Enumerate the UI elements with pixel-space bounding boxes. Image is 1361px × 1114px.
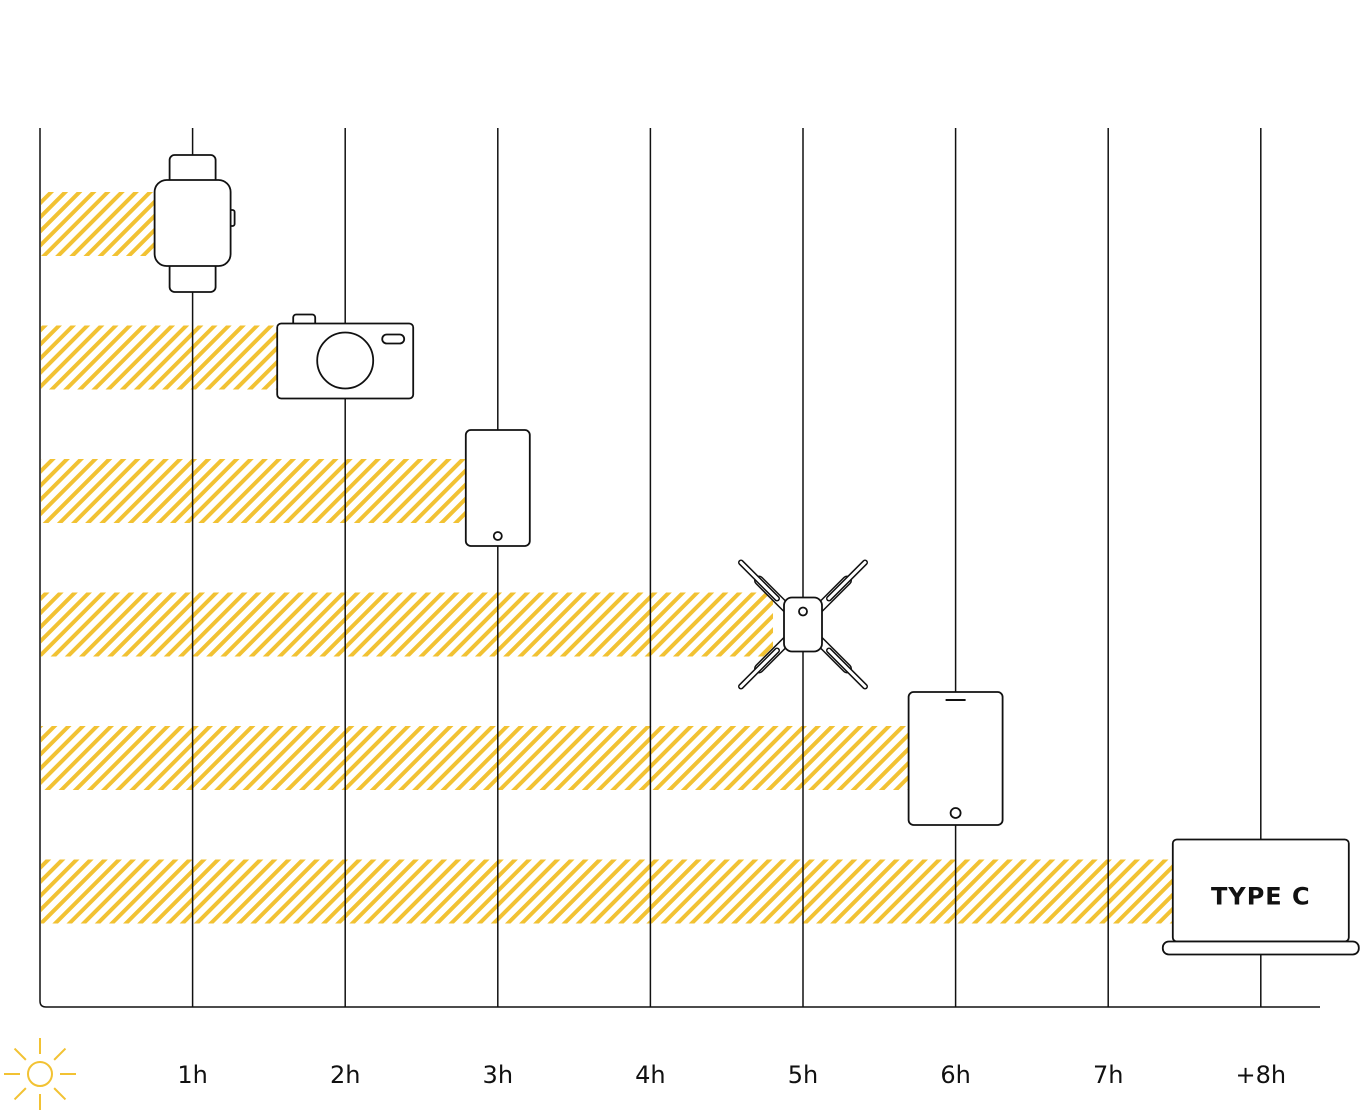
smartphone-icon [464,429,531,547]
bar-smartphone [41,459,466,523]
bar-drone [41,592,773,657]
sun-icon [4,1038,76,1110]
tick-label: 3h [483,1061,513,1089]
tick-label: +8h [1236,1061,1287,1089]
bar-camera [41,325,278,390]
tick-label: 4h [635,1061,665,1089]
tick-label: 6h [940,1061,970,1089]
camera-icon [276,313,415,400]
tick-label: 7h [1093,1061,1123,1089]
laptop-icon: TYPE C [1161,838,1360,956]
axis-line [39,128,1320,1008]
tick-label: 5h [788,1061,818,1089]
bar-tablet [41,726,909,790]
bar-smartwatch [41,192,155,256]
tablet-icon [907,691,1004,826]
tick-label: 2h [330,1061,360,1089]
drone-icon [738,559,868,690]
tick-label: 1h [177,1061,207,1089]
laptop-label: TYPE C [1211,883,1311,911]
smartwatch-icon [153,154,236,293]
bar-laptop [41,859,1173,924]
